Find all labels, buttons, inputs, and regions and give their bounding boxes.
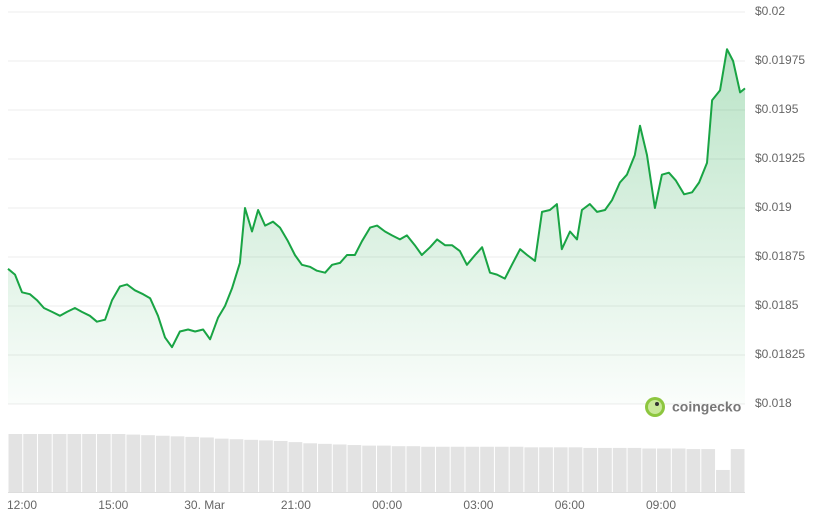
volume-bar	[450, 446, 465, 492]
watermark-logo	[645, 397, 665, 417]
volume-bar	[126, 434, 141, 492]
volume-bar	[598, 447, 612, 492]
volume-bar	[671, 448, 686, 492]
y-tick-label: $0.01975	[755, 53, 805, 67]
x-tick-label: 06:00	[555, 498, 585, 512]
x-tick-label: 09:00	[646, 498, 676, 512]
volume-bar	[391, 446, 406, 492]
volume-bar	[318, 443, 332, 492]
volume-bar	[8, 434, 23, 492]
volume-bar	[568, 447, 583, 492]
volume-bar	[52, 434, 67, 492]
volume-bar	[642, 448, 657, 492]
y-tick-label: $0.01875	[755, 249, 805, 263]
x-tick-label: 15:00	[98, 498, 128, 512]
volume-bar	[67, 434, 82, 492]
volume-bar	[657, 448, 671, 492]
y-tick-label: $0.019	[755, 200, 792, 214]
volume-bar	[259, 440, 273, 492]
y-tick-label: $0.0195	[755, 102, 799, 116]
y-tick-label: $0.02	[755, 4, 785, 18]
volume-bar	[141, 435, 155, 492]
volume-bar	[509, 446, 524, 492]
volume-bar	[244, 439, 259, 492]
volume-bar	[185, 436, 200, 492]
y-tick-label: $0.01825	[755, 347, 805, 361]
volume-bar	[421, 446, 435, 492]
volume-bar	[612, 447, 627, 492]
y-tick-label: $0.01925	[755, 151, 805, 165]
volume-bar	[377, 445, 391, 492]
price-line	[7, 48, 746, 349]
volume-bar	[362, 445, 376, 492]
x-tick-label: 30. Mar	[184, 498, 225, 512]
watermark: coingecko	[672, 399, 741, 415]
volume-bar	[23, 434, 37, 492]
volume-bar	[303, 443, 318, 492]
volume-bar	[701, 449, 716, 492]
volume-bar	[229, 439, 244, 492]
volume-bar	[539, 447, 553, 492]
y-tick-label: $0.0185	[755, 298, 799, 312]
volume-bar	[583, 447, 598, 492]
volume-bar	[465, 446, 480, 492]
volume-bar	[96, 434, 111, 492]
x-tick-label: 12:00	[7, 498, 37, 512]
x-tick-label: 00:00	[372, 498, 402, 512]
volume-bar	[494, 446, 509, 492]
volume-bar	[730, 449, 745, 492]
volume-bar	[435, 446, 450, 492]
volume-bar	[200, 437, 214, 492]
volume-bar	[155, 435, 170, 492]
volume-bar	[686, 449, 701, 492]
volume-bar	[111, 434, 126, 492]
volume-bar	[273, 440, 288, 492]
volume-bar	[347, 445, 362, 492]
volume-bar	[406, 446, 421, 492]
volume-bar	[170, 436, 185, 492]
volume-bar	[716, 469, 730, 492]
y-tick-label: $0.018	[755, 396, 792, 410]
volume-bar	[332, 444, 347, 492]
volume-bar	[37, 434, 52, 492]
volume-bar	[627, 447, 642, 492]
x-tick-label: 03:00	[463, 498, 493, 512]
volume-bar	[288, 442, 303, 492]
x-tick-label: 21:00	[281, 498, 311, 512]
volume-bar	[214, 438, 229, 492]
volume-bar	[82, 434, 96, 492]
volume-bar	[553, 447, 568, 492]
volume-bar	[480, 446, 494, 492]
volume-bar	[524, 447, 539, 492]
